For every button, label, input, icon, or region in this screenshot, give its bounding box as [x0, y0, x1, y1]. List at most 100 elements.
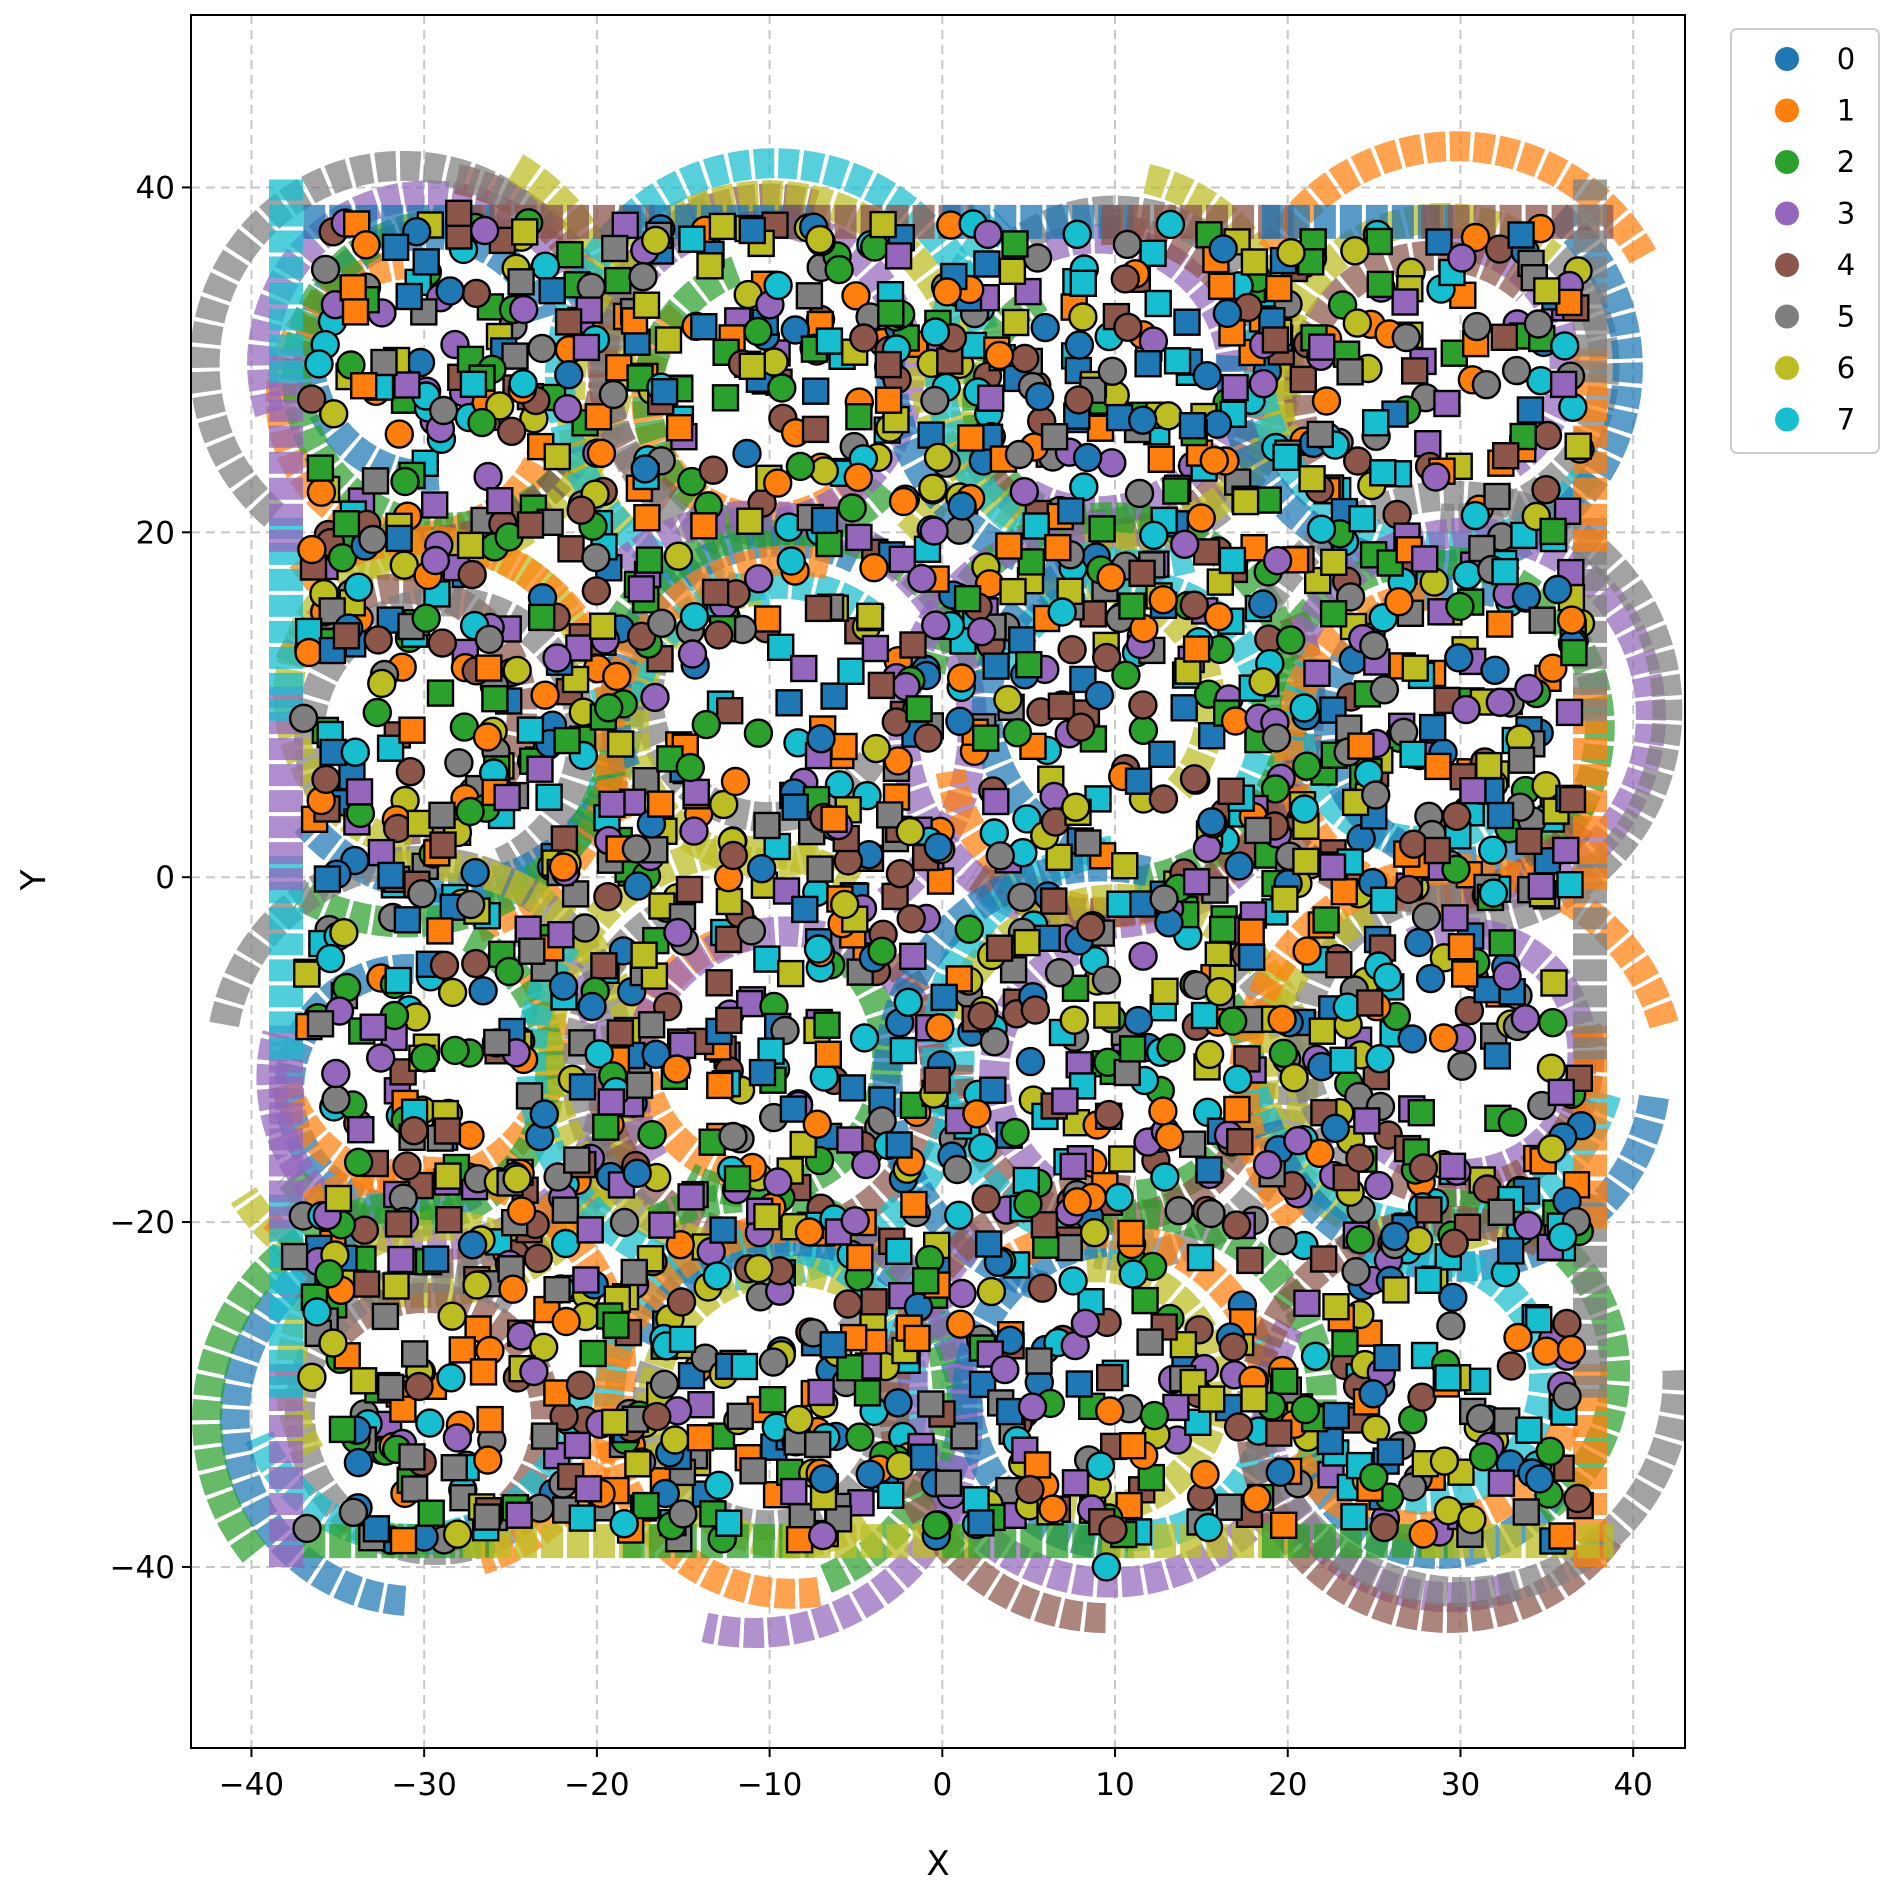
- data-point-square: [553, 726, 581, 755]
- data-point-circle: [1342, 308, 1373, 338]
- data-point-circle: [1364, 1170, 1394, 1201]
- data-point-circle: [1139, 1400, 1170, 1431]
- data-point-circle: [1010, 343, 1040, 374]
- data-point-square: [1057, 497, 1085, 525]
- data-point-circle: [1064, 330, 1095, 360]
- data-point-circle: [1064, 385, 1094, 415]
- data-point-circle: [1007, 882, 1037, 912]
- data-point-square: [429, 831, 457, 859]
- swirl-trail: [294, 586, 597, 877]
- data-point-square: [1170, 694, 1198, 722]
- data-point-square: [395, 282, 423, 311]
- data-point-circle: [1068, 302, 1098, 332]
- data-point-circle: [1164, 1195, 1194, 1226]
- data-point-square: [440, 1453, 468, 1482]
- data-point-circle: [508, 369, 538, 399]
- data-point-circle: [415, 1408, 445, 1438]
- data-point-square: [1139, 239, 1167, 268]
- data-point-square: [801, 415, 830, 444]
- data-point-square: [1565, 1064, 1594, 1093]
- data-point-circle: [461, 948, 491, 979]
- data-point-circle: [338, 1497, 369, 1528]
- data-point-square: [401, 1340, 429, 1368]
- data-point-circle: [1496, 1351, 1527, 1381]
- data-point-square: [1540, 969, 1568, 997]
- data-point-square: [632, 1491, 660, 1520]
- data-point-circle: [529, 1099, 559, 1129]
- data-point-square: [962, 1486, 990, 1514]
- data-point-circle: [642, 1401, 672, 1432]
- data-point-square: [1088, 515, 1116, 543]
- data-point-square: [625, 1071, 654, 1099]
- data-point-circle: [663, 917, 693, 948]
- data-point-circle: [581, 576, 612, 606]
- data-point-circle: [1097, 448, 1127, 478]
- data-point-circle: [1150, 1162, 1180, 1192]
- data-point-square: [1195, 1156, 1223, 1184]
- data-point-square: [860, 1288, 888, 1316]
- data-point-square: [1105, 403, 1134, 432]
- data-point-circle: [1128, 715, 1159, 745]
- data-point-square: [493, 783, 521, 812]
- data-point-square: [1128, 559, 1156, 587]
- data-point-square: [716, 697, 744, 725]
- y-axis-label: Y: [14, 869, 54, 891]
- data-point-square: [975, 1230, 1003, 1258]
- data-point-square: [1204, 941, 1233, 969]
- data-point-square: [820, 682, 848, 710]
- data-point-circle: [1000, 1117, 1030, 1148]
- data-point-circle: [1193, 1512, 1224, 1543]
- legend-marker: [1775, 150, 1799, 174]
- data-point-square: [889, 1036, 918, 1065]
- data-point-circle: [1372, 962, 1403, 992]
- data-point-square: [899, 631, 927, 659]
- data-point-circle: [1552, 1381, 1582, 1412]
- data-point-circle: [698, 455, 728, 485]
- data-point-circle: [968, 1132, 998, 1163]
- data-point-square: [876, 801, 904, 829]
- data-point-circle: [888, 486, 919, 517]
- data-point-circle: [410, 1043, 440, 1073]
- data-point-circle: [921, 1510, 952, 1540]
- data-point-circle: [1477, 835, 1508, 865]
- data-point-square: [1399, 740, 1427, 768]
- data-point-circle: [767, 373, 797, 403]
- data-point-circle: [1242, 1483, 1272, 1514]
- data-point-circle: [1110, 264, 1141, 294]
- data-point-circle: [288, 703, 319, 733]
- data-point-circle: [602, 661, 632, 692]
- data-point-circle: [1097, 356, 1128, 386]
- data-point-circle: [1407, 1382, 1437, 1412]
- legend-label: 4: [1837, 248, 1855, 282]
- data-point-square: [1507, 221, 1535, 249]
- data-point-square: [538, 277, 566, 305]
- data-point-square: [668, 1031, 697, 1060]
- data-point-square: [1441, 904, 1469, 932]
- data-point-circle: [310, 254, 341, 285]
- data-point-square: [711, 384, 740, 412]
- data-point-square: [1308, 1017, 1337, 1045]
- data-point-circle: [732, 438, 762, 469]
- data-point-square: [1490, 323, 1519, 351]
- data-point-square: [1496, 1237, 1525, 1265]
- data-point-circle: [925, 1012, 955, 1043]
- data-point-square: [563, 1431, 592, 1460]
- data-point-square: [1527, 872, 1556, 900]
- data-point-circle: [944, 515, 975, 545]
- data-point-circle: [1203, 602, 1234, 632]
- data-point-square: [726, 1402, 754, 1431]
- data-point-circle: [971, 1184, 1001, 1214]
- data-point-circle: [1104, 1182, 1134, 1213]
- data-point-square: [785, 1525, 814, 1554]
- data-point-square: [1197, 1385, 1226, 1413]
- data-point-square: [350, 372, 378, 400]
- data-point-square: [1488, 929, 1516, 957]
- data-point-circle: [411, 603, 441, 633]
- data-point-square: [367, 838, 396, 867]
- data-point-circle: [1224, 851, 1254, 881]
- data-point-square: [1293, 1289, 1321, 1318]
- data-point-circle: [1208, 234, 1238, 264]
- data-point-circle: [456, 889, 486, 920]
- data-point-circle: [794, 1217, 825, 1247]
- data-point-circle: [1070, 1308, 1101, 1339]
